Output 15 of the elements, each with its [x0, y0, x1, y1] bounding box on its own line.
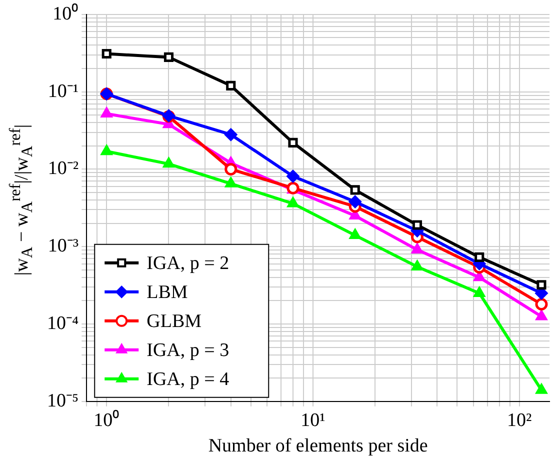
y-tick-label: 10⁻¹: [48, 80, 79, 102]
y-tick-label: 10⁻⁵: [47, 390, 79, 412]
legend-label: IGA, p = 3: [146, 340, 230, 361]
x-axis-title: Number of elements per side: [208, 436, 428, 457]
y-tick-label: 10⁰: [52, 2, 79, 24]
y-tick-label: 10⁻²: [48, 158, 79, 180]
y-tick-label: 10⁻⁴: [47, 312, 79, 334]
legend-label: LBM: [146, 282, 188, 303]
x-tick-label: 10¹: [300, 410, 326, 431]
x-tick-label: 10²: [506, 410, 532, 431]
x-tick-label: 10⁰: [94, 408, 120, 431]
legend-label: IGA, p = 4: [146, 368, 230, 390]
y-tick-label: 10⁻³: [48, 236, 79, 257]
legend-label: IGA, p = 2: [146, 252, 230, 274]
legend-label: GLBM: [146, 310, 202, 332]
